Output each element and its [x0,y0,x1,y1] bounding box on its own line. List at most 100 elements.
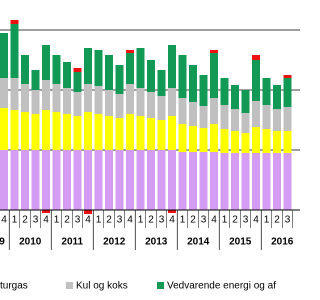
bar-segment [31,114,40,150]
year-label: 2015 [229,237,252,248]
year-label: 2014 [187,237,210,248]
bar-segment [252,101,260,127]
bar-segment [157,70,166,96]
bar-segment [10,78,19,110]
bar-segment [31,150,40,210]
bar-segment [10,20,19,24]
x-tick-label: 2 [22,215,28,226]
bar-segment [220,78,229,105]
bar-segment [262,153,271,210]
bar-segment [42,150,50,210]
bar-segment [241,133,250,153]
chart: 4 1 2 3 4 1 2 3 4 1 2 3 4 1 2 3 4 1 2 3 4 1 2 3 4 1 2 39 2010 2011 201… [0,20,300,292]
bar-segment [252,127,260,153]
bar-segment [42,80,50,110]
x-tick-label: 1 [264,215,270,226]
x-tick-label: 3 [75,215,81,226]
year-label: 2012 [103,237,126,248]
bar-segment [94,150,103,210]
x-tick-label: 1 [222,215,228,226]
x-tick-label: 4 [1,215,7,226]
bar-segment [178,152,187,210]
bar-segment [21,55,29,84]
legend-marker [157,282,164,289]
bar-segment [283,131,292,153]
x-tick-label: 2 [190,215,196,226]
bar-segment [220,129,229,153]
bar-segment [0,150,8,210]
bar-segment [21,150,29,210]
bar-segment [189,65,197,102]
bar-segment [21,84,29,112]
bar-segment [63,150,71,210]
x-tick-label: 3 [201,215,207,226]
bar-segment [21,112,29,150]
bar-segment [84,112,92,150]
x-tick-label: 4 [127,215,133,226]
year-label: 2011 [61,237,83,248]
bar-segment [63,62,71,88]
bar-segment [231,153,239,210]
x-tick-label: 4 [169,215,175,226]
x-tick-label: 1 [12,215,18,226]
bar-segment [252,55,260,60]
bar-segment [136,150,145,210]
bar-segment [178,98,187,124]
x-tick-label: 4 [43,215,49,226]
x-tick-label: 2 [64,215,70,226]
bar-segment [157,96,166,120]
bar-segment [136,88,145,116]
bar-segment [168,45,176,88]
bar-segment [178,124,187,152]
x-tick-label: 1 [54,215,60,226]
bar-segment [0,108,8,150]
bar-segment [73,150,82,210]
bar-segment [84,84,92,112]
bar-segment [157,120,166,150]
bar-segment [252,153,260,210]
bar-segment [199,152,208,210]
bar-segment [73,72,82,92]
bar-segment [220,105,229,129]
year-label: 2016 [271,237,294,248]
bar-segment [210,152,218,210]
bar-segment [273,85,281,109]
x-tick-label: 4 [211,215,217,226]
bar-segment [10,150,19,210]
bar-segment [10,110,19,150]
bar-segment [84,150,92,210]
bar-segment [105,55,113,90]
legend-label: Vedvarende energi og af [167,281,276,292]
bar-segment [231,131,239,153]
bar-segment [283,107,292,131]
bar-segment [168,88,176,116]
bar-segment [231,85,239,109]
bar-segment [42,210,50,213]
bar-segment [241,113,250,133]
bar-segment [168,116,176,150]
bar-segment [105,90,113,116]
bar-segment [241,153,250,210]
bar-segment [31,70,40,90]
x-tick-label: 2 [106,215,112,226]
bar-segment [42,45,50,80]
bar-segment [52,112,61,150]
bar-segment [52,150,61,210]
bar-segment [147,92,155,118]
bar-segment [283,75,292,78]
bar-segment [241,90,250,113]
bar-segment [283,78,292,107]
bar-segment [52,84,61,112]
x-tick-label: 3 [117,215,123,226]
bar-segment [189,152,197,210]
bar-segment [73,116,82,150]
bar-segment [283,153,292,210]
bar-segment [262,78,271,105]
x-tick-label: 1 [96,215,102,226]
bar-segment [210,124,218,152]
bar-segment [262,105,271,129]
x-tick-label: 2 [274,215,280,226]
bar-segment [52,55,61,84]
bar-segment [63,88,71,114]
bar-segment [94,86,103,114]
